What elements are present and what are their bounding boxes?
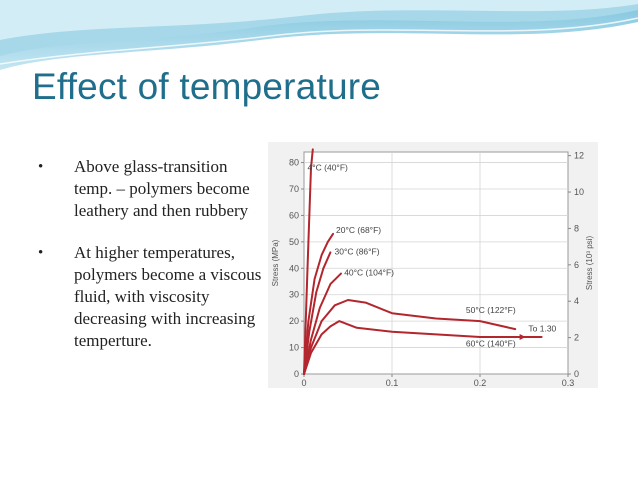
chart-svg: 0 0.1 0.2 0.301020304050607080024681012Stre… <box>271 148 594 388</box>
y-tick-label: 10 <box>289 343 299 353</box>
y-tick-label: 40 <box>289 263 299 273</box>
series-line <box>303 251 332 375</box>
y-tick-label: 30 <box>289 290 299 300</box>
bullet-text: Above glass-transition temp. – polymers … <box>74 157 250 220</box>
series-line <box>303 232 334 375</box>
series-line <box>303 148 314 375</box>
y-tick-label: 70 <box>289 184 299 194</box>
y-tick-label: 0 <box>294 369 299 379</box>
series-line <box>303 320 543 375</box>
plot-area <box>303 151 569 375</box>
series-label: 50°C (122°F) <box>466 305 516 315</box>
series-line <box>303 299 517 375</box>
series-label: 20°C (68°F) <box>336 225 381 235</box>
series-label: 30°C (86°F) <box>335 246 380 256</box>
banner-wave-front <box>0 0 638 40</box>
y2-tick-label: 12 <box>574 151 584 161</box>
y2-tick-label: 6 <box>574 260 579 270</box>
y2-tick-label: 4 <box>574 296 579 306</box>
banner-wave-line <box>0 17 638 65</box>
bullet-marker: • <box>38 245 44 261</box>
series-label: 60°C (140°F) <box>466 338 516 348</box>
bullet-item: • At higher temperatures, polymers becom… <box>36 242 266 352</box>
bullet-marker: • <box>38 159 44 175</box>
y-tick-label: 80 <box>289 158 299 168</box>
series-label: 40°C (104°F) <box>344 268 394 278</box>
x-tick-label: 0 <box>301 378 306 388</box>
y2-tick-label: 0 <box>574 369 579 379</box>
header-banner <box>0 0 638 70</box>
y2-axis-title: Stress (10³ psi) <box>585 236 594 291</box>
x-tick-label: 0.1 <box>386 378 399 388</box>
series-label: 4°C (40°F) <box>308 163 349 173</box>
x-tick-label: 0.2 <box>474 378 487 388</box>
y2-tick-label: 10 <box>574 187 584 197</box>
series-line <box>303 272 342 375</box>
annotation-arrow <box>519 334 526 340</box>
y2-tick-label: 2 <box>574 333 579 343</box>
y-tick-label: 50 <box>289 237 299 247</box>
x-tick-label: 0.3 <box>562 378 575 388</box>
y-tick-label: 20 <box>289 316 299 326</box>
slide-title: Effect of temperature <box>32 66 382 107</box>
bullet-text: At higher temperatures, polymers become … <box>74 243 262 350</box>
stress-strain-chart: 0 0.1 0.2 0.3 0 10 20 30 40 50 60 70 80 0 2 4 6 8 10 12 Stre… <box>268 142 598 388</box>
y-axis-title: Stress (MPa) <box>271 239 280 286</box>
y2-tick-label: 8 <box>574 223 579 233</box>
y-tick-label: 60 <box>289 210 299 220</box>
annotation-label: To 1.30 <box>528 324 556 334</box>
bullet-item: • Above glass-transition temp. – polymer… <box>36 156 266 222</box>
bullet-list: • Above glass-transition temp. – polymer… <box>36 156 266 372</box>
